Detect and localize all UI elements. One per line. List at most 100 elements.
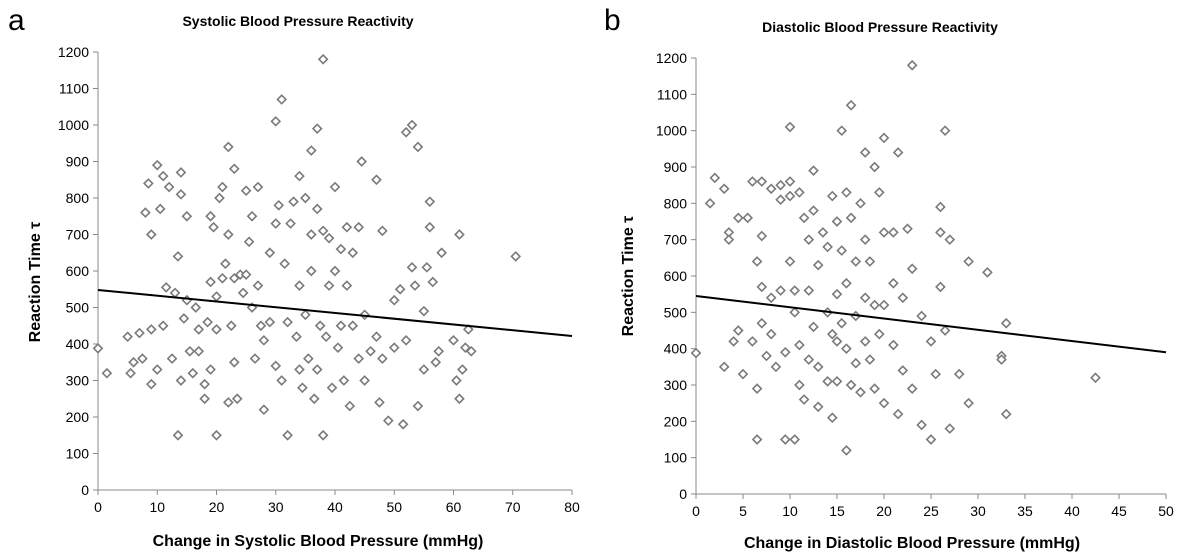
data-point bbox=[756, 176, 768, 187]
data-point bbox=[178, 313, 190, 324]
data-point bbox=[779, 434, 791, 445]
data-point bbox=[869, 161, 880, 173]
data-point bbox=[341, 221, 353, 233]
y-tick-label: 0 bbox=[81, 482, 89, 498]
data-point bbox=[935, 281, 946, 293]
data-point bbox=[1090, 372, 1101, 384]
data-point bbox=[888, 277, 899, 289]
data-point bbox=[359, 375, 370, 386]
data-point bbox=[329, 181, 341, 193]
data-point bbox=[172, 251, 184, 262]
data-point bbox=[421, 262, 433, 273]
data-point bbox=[175, 189, 187, 200]
data-point bbox=[303, 353, 314, 364]
data-point bbox=[356, 156, 367, 167]
data-point bbox=[255, 320, 267, 332]
data-point bbox=[841, 343, 852, 354]
y-tick-label: 100 bbox=[664, 450, 688, 466]
x-tick-label: 25 bbox=[923, 503, 939, 519]
data-point bbox=[249, 353, 261, 364]
data-point bbox=[794, 339, 805, 351]
y-tick-label: 1100 bbox=[657, 86, 687, 102]
data-point bbox=[427, 276, 439, 288]
data-point bbox=[311, 364, 323, 375]
data-point bbox=[225, 320, 237, 332]
data-point bbox=[864, 354, 876, 365]
data-point bbox=[944, 234, 956, 245]
data-point bbox=[300, 192, 311, 204]
data-point bbox=[101, 367, 113, 379]
data-point bbox=[211, 324, 222, 335]
data-point bbox=[803, 354, 815, 365]
data-point bbox=[756, 230, 768, 242]
data-point bbox=[228, 356, 240, 368]
data-point bbox=[728, 336, 739, 347]
scatter-chart-systolic: Systolic Blood Pressure Reactivity Chang… bbox=[27, 13, 580, 550]
data-point bbox=[859, 336, 871, 347]
y-tick-label: 300 bbox=[66, 373, 90, 389]
data-point bbox=[836, 125, 848, 136]
data-point bbox=[812, 259, 824, 271]
chart-panel-a: a Systolic Blood Pressure Reactivity Cha… bbox=[8, 4, 580, 550]
data-point bbox=[808, 165, 819, 176]
chart-title: Systolic Blood Pressure Reactivity bbox=[182, 13, 413, 29]
data-point bbox=[878, 132, 890, 144]
data-point bbox=[374, 397, 385, 408]
data-point bbox=[460, 342, 471, 353]
data-point bbox=[732, 212, 744, 224]
data-point bbox=[836, 317, 848, 329]
data-point bbox=[775, 285, 786, 296]
data-point bbox=[751, 383, 763, 394]
data-point bbox=[939, 125, 951, 136]
data-point bbox=[718, 183, 730, 195]
data-point bbox=[151, 364, 163, 375]
data-point bbox=[808, 321, 819, 333]
data-point bbox=[258, 335, 270, 346]
data-point bbox=[465, 345, 477, 357]
plot-area: 0100200300400500600700800900100011001200… bbox=[58, 44, 580, 515]
data-point bbox=[864, 256, 876, 267]
data-point bbox=[172, 429, 184, 441]
data-point bbox=[765, 292, 777, 304]
y-tick-label: 800 bbox=[66, 190, 90, 206]
data-point bbox=[145, 229, 157, 240]
data-point bbox=[311, 203, 323, 215]
data-point bbox=[205, 210, 216, 222]
data-point bbox=[338, 375, 350, 386]
data-point bbox=[850, 256, 862, 267]
data-point bbox=[831, 288, 843, 300]
data-point bbox=[228, 163, 240, 175]
data-point bbox=[400, 126, 412, 138]
data-point bbox=[1000, 408, 1012, 420]
x-tick-label: 80 bbox=[564, 499, 580, 515]
data-point bbox=[878, 299, 890, 311]
scatter-chart-diastolic: Diastolic Blood Pressure Reactivity Chan… bbox=[620, 19, 1174, 552]
data-point bbox=[308, 393, 320, 405]
data-point bbox=[779, 346, 791, 358]
x-tick-label: 30 bbox=[970, 503, 986, 519]
data-point bbox=[925, 434, 937, 445]
data-point bbox=[243, 236, 255, 248]
data-point bbox=[409, 280, 421, 291]
data-point bbox=[282, 316, 293, 328]
data-point bbox=[202, 316, 213, 328]
data-point bbox=[888, 339, 899, 351]
data-point bbox=[690, 347, 702, 359]
data-point bbox=[935, 227, 946, 238]
data-point bbox=[751, 434, 763, 445]
data-point bbox=[223, 141, 234, 153]
data-point bbox=[279, 258, 290, 270]
data-point bbox=[317, 429, 329, 441]
data-point bbox=[326, 382, 338, 394]
data-point bbox=[982, 267, 993, 278]
data-point bbox=[305, 265, 317, 277]
x-tick-label: 20 bbox=[209, 499, 225, 515]
data-point bbox=[916, 419, 927, 431]
data-point bbox=[869, 383, 880, 394]
y-tick-label: 1200 bbox=[656, 50, 687, 66]
data-point bbox=[784, 121, 796, 133]
data-point bbox=[897, 365, 909, 376]
data-point bbox=[831, 336, 843, 347]
data-point bbox=[184, 345, 196, 357]
data-point bbox=[332, 342, 344, 353]
